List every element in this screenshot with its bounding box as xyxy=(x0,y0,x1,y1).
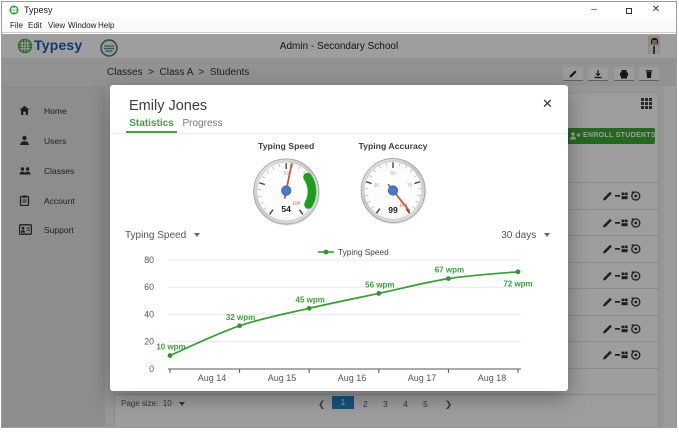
svg-text:80: 80 xyxy=(144,255,154,265)
svg-text:25: 25 xyxy=(374,183,380,188)
svg-text:50: 50 xyxy=(390,171,396,176)
svg-text:45 wpm: 45 wpm xyxy=(296,295,325,304)
svg-text:32 wpm: 32 wpm xyxy=(226,313,255,322)
svg-text:10 wpm: 10 wpm xyxy=(156,343,185,352)
svg-text:Typing Speed: Typing Speed xyxy=(258,141,314,151)
svg-text:72 wpm: 72 wpm xyxy=(503,280,532,289)
svg-text:Typing Accuracy: Typing Accuracy xyxy=(358,141,427,151)
svg-text:50: 50 xyxy=(284,171,290,176)
svg-text:Typing Speed: Typing Speed xyxy=(338,247,389,257)
svg-text:67 wpm: 67 wpm xyxy=(435,266,464,275)
svg-text:Aug 14: Aug 14 xyxy=(198,373,227,383)
svg-text:54: 54 xyxy=(281,204,291,214)
svg-text:75: 75 xyxy=(407,183,413,188)
svg-text:99: 99 xyxy=(388,205,398,215)
svg-text:20: 20 xyxy=(144,337,154,347)
svg-text:0: 0 xyxy=(149,364,154,374)
svg-text:100: 100 xyxy=(292,201,300,206)
svg-text:Aug 16: Aug 16 xyxy=(338,373,367,383)
svg-text:40: 40 xyxy=(144,309,154,319)
svg-text:Aug 15: Aug 15 xyxy=(268,373,297,383)
svg-text:56 wpm: 56 wpm xyxy=(365,280,394,289)
svg-text:60: 60 xyxy=(144,282,154,292)
svg-text:Aug 18: Aug 18 xyxy=(478,373,507,383)
svg-text:Aug 17: Aug 17 xyxy=(408,373,437,383)
